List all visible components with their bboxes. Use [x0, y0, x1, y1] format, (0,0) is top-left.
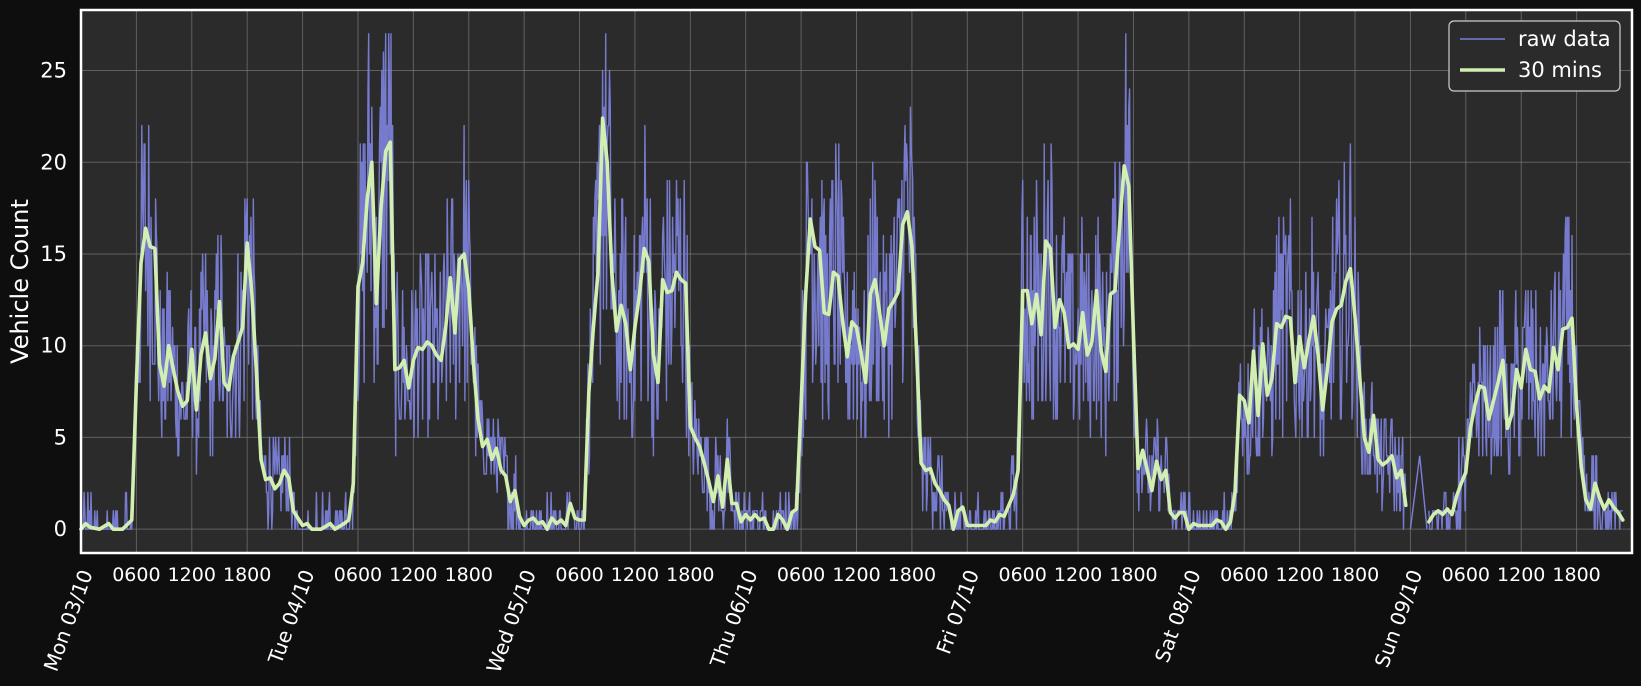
raw-data-gap-line — [1409, 455, 1428, 530]
y-axis-label: Vehicle Count — [6, 199, 34, 364]
x-hour-label: 0600 — [555, 564, 603, 586]
x-hour-label: 1800 — [445, 564, 493, 586]
x-hour-label: 1800 — [1552, 564, 1600, 586]
x-hour-label: 1200 — [611, 564, 659, 586]
smooth-line-30-mins — [1427, 316, 1625, 524]
y-tick-label: 10 — [40, 334, 67, 358]
smooth-line-30-mins — [79, 116, 1408, 531]
x-hour-label: 0600 — [334, 564, 382, 586]
y-tick-label: 0 — [54, 517, 67, 541]
x-hour-label: 1200 — [168, 564, 216, 586]
x-hour-label: 1800 — [1109, 564, 1157, 586]
x-hour-label: 1200 — [389, 564, 437, 586]
x-hour-label: 0600 — [777, 564, 825, 586]
x-hour-label: 1200 — [1054, 564, 1102, 586]
x-hour-label: 0600 — [998, 564, 1046, 586]
raw-data-line — [1428, 216, 1623, 530]
x-hour-label: 1800 — [1331, 564, 1379, 586]
x-hour-label: 1200 — [1275, 564, 1323, 586]
x-hour-label: 0600 — [112, 564, 160, 586]
y-tick-label: 25 — [40, 59, 67, 83]
x-hour-label: 0600 — [1220, 564, 1268, 586]
legend-label-30-mins: 30 mins — [1518, 58, 1602, 82]
smooth-series — [79, 116, 1625, 531]
x-hour-label: 1800 — [666, 564, 714, 586]
raw-data-line — [81, 33, 1407, 530]
x-hour-label: 1800 — [888, 564, 936, 586]
x-hour-label: 1800 — [223, 564, 271, 586]
y-axis: 0 5 10 15 20 25 — [40, 59, 67, 542]
x-hour-label: 1200 — [1497, 564, 1545, 586]
y-tick-label: 20 — [40, 150, 67, 174]
y-tick-label: 15 — [40, 242, 67, 266]
y-tick-label: 5 — [54, 425, 67, 449]
plot-frame — [79, 8, 1634, 555]
x-hour-label: 1200 — [832, 564, 880, 586]
raw-data-series — [81, 33, 1623, 530]
legend-label-raw-data: raw data — [1518, 27, 1611, 51]
x-hour-label: 0600 — [1442, 564, 1490, 586]
legend: raw data 30 mins — [1448, 20, 1621, 92]
